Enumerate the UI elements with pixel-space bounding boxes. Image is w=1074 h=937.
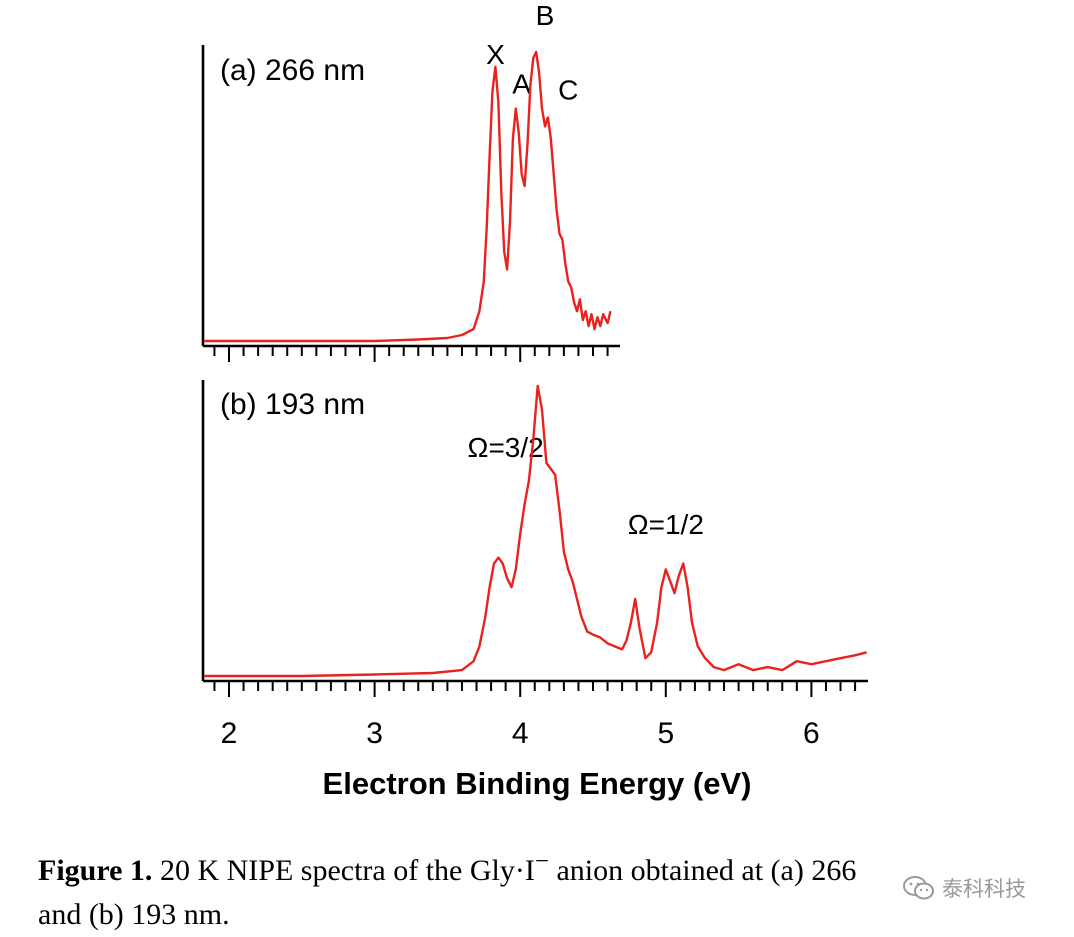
- panel-a-label: (a) 266 nm: [220, 54, 365, 87]
- x-tick-label-4: 4: [512, 717, 529, 750]
- caption-text-line2: and (b) 193 nm.: [38, 898, 230, 931]
- x-tick-label-6: 6: [803, 717, 820, 750]
- watermark: 泰科科技: [902, 873, 1026, 903]
- panel-a-spectrum-line: [204, 50, 612, 343]
- panel-a-annotation-1: A: [512, 69, 531, 100]
- panel-b-spectrum-line: [204, 384, 868, 678]
- figure-canvas: (a) 266 nm XA B C 2 3 4 5 6 (b) 193 nm Ω=3/2Ω=…: [201, 0, 868, 801]
- watermark-text: 泰科科技: [942, 877, 1026, 901]
- x-tick-label-2: 2: [221, 717, 238, 750]
- panel-a-annotation-2: B: [536, 0, 555, 31]
- panel-a-annotation-3: C: [558, 75, 578, 106]
- panel-b: 2 3 4 5 6 (b) 193 nm Ω=3/2Ω=1/2: [201, 380, 868, 750]
- panel-a-ticks: [213, 346, 609, 362]
- panel-b-annotation-1: Ω=1/2: [628, 509, 704, 540]
- panel-b-annotations: Ω=3/2Ω=1/2: [468, 432, 704, 540]
- x-axis-title: Electron Binding Energy (eV): [323, 766, 752, 801]
- panel-b-tick-labels: 2 3 4 5 6: [221, 717, 820, 750]
- caption-text-line1-end: anion obtained at (a) 266: [548, 854, 857, 887]
- wechat-icon: [903, 876, 934, 900]
- panel-b-ticks: [213, 681, 857, 697]
- panel-a-annotations: XA B C: [486, 0, 578, 106]
- panel-a: (a) 266 nm XA B C: [201, 0, 620, 362]
- figure-caption: Figure 1. 20 K NIPE spectra of the Gly·I…: [38, 840, 1048, 937]
- caption-text-line1: 20 K NIPE spectra of the Gly·I: [159, 854, 535, 887]
- panel-a-annotation-0: X: [486, 39, 505, 70]
- x-tick-label-5: 5: [657, 717, 674, 750]
- caption-label: Figure 1.: [38, 854, 153, 887]
- x-tick-label-3: 3: [366, 717, 383, 750]
- panel-b-label: (b) 193 nm: [220, 388, 365, 421]
- caption-superscript: −: [534, 848, 549, 875]
